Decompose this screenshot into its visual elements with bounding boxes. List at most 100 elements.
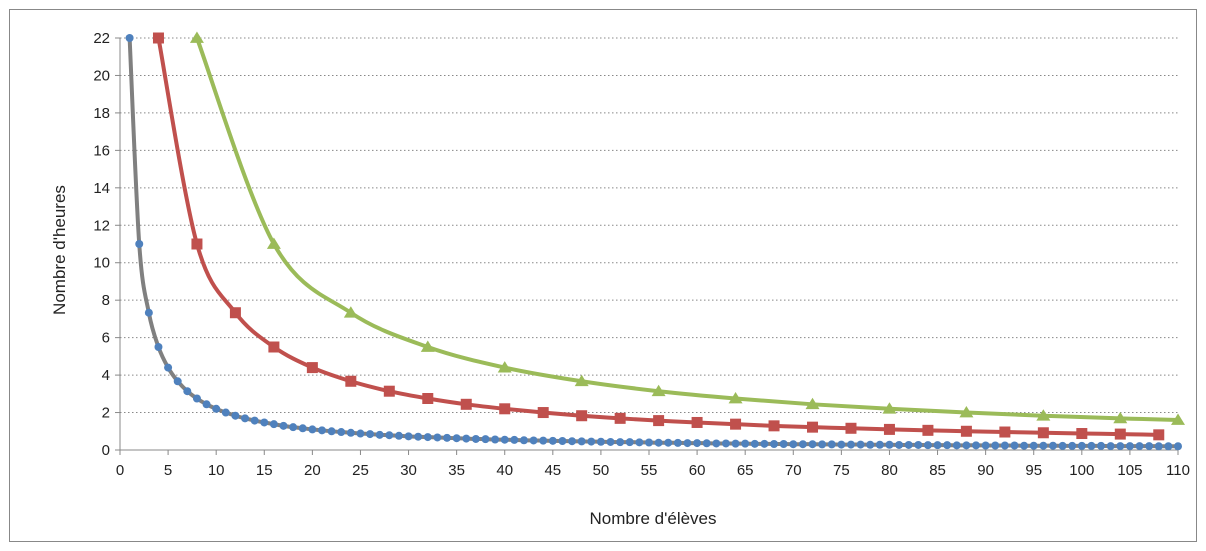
series-1-point-70 xyxy=(789,440,798,449)
series-1-point-58 xyxy=(673,438,682,447)
series-1-point-52 xyxy=(616,438,625,447)
series-1-point-34 xyxy=(443,433,452,442)
y-tick-label-2: 2 xyxy=(102,405,110,422)
y-tick-label-10: 10 xyxy=(93,255,110,272)
series-1-point-39 xyxy=(491,435,500,444)
series-1-point-57 xyxy=(664,438,673,447)
series-1-point-27 xyxy=(375,430,384,439)
series-1-point-64 xyxy=(731,439,740,448)
y-tick-label-18: 18 xyxy=(93,105,110,122)
series-1-point-11 xyxy=(221,408,230,417)
y-tick-label-6: 6 xyxy=(102,330,110,347)
series-1-point-23 xyxy=(337,428,346,437)
series-1-point-47 xyxy=(568,437,577,446)
series-1-point-15 xyxy=(260,418,269,427)
series-1-point-86 xyxy=(943,441,952,450)
x-tick-label-85: 85 xyxy=(929,462,946,479)
series-3-point-12 xyxy=(1036,409,1051,421)
x-tick-label-40: 40 xyxy=(496,462,513,479)
series-1-point-97 xyxy=(1048,441,1057,450)
series-1-point-68 xyxy=(770,440,779,449)
series-2-point-3 xyxy=(229,307,241,319)
x-tick-label-100: 100 xyxy=(1069,462,1094,479)
y-tick-label-16: 16 xyxy=(93,142,110,159)
series-1-point-72 xyxy=(808,440,817,449)
series-1-point-110 xyxy=(1174,442,1182,451)
series-1-point-45 xyxy=(548,436,557,445)
series-2-point-14 xyxy=(653,415,665,427)
series-1-point-78 xyxy=(866,440,875,449)
series-1-point-109 xyxy=(1164,442,1173,451)
series-1-point-92 xyxy=(1000,441,1009,450)
series-1-point-62 xyxy=(712,439,721,448)
series-1-point-36 xyxy=(462,434,471,443)
series-1-point-46 xyxy=(558,437,567,446)
series-1-point-32 xyxy=(423,433,432,442)
series-1-point-56 xyxy=(654,438,663,447)
series-1-point-61 xyxy=(702,439,711,448)
series-1-point-51 xyxy=(606,437,615,446)
series-2-line xyxy=(156,36,1161,437)
series-2-point-27 xyxy=(1153,429,1165,441)
series-1-point-13 xyxy=(241,414,250,423)
series-2-point-2 xyxy=(191,238,203,250)
series-1-point-87 xyxy=(952,441,961,450)
series-1-point-79 xyxy=(875,440,884,449)
series-3-point-9 xyxy=(805,397,820,410)
series-1-point-3 xyxy=(144,308,153,317)
series-1-point-10 xyxy=(212,404,221,413)
series-1-point-98 xyxy=(1058,441,1067,450)
series-1-point-93 xyxy=(1010,441,1019,450)
series-3-point-3 xyxy=(343,306,358,318)
series-1-point-35 xyxy=(452,434,461,443)
y-tick-label-12: 12 xyxy=(93,217,110,234)
series-1-point-54 xyxy=(635,438,644,447)
series-2-point-12 xyxy=(576,410,588,422)
series-2-point-13 xyxy=(614,412,626,424)
series-1-point-37 xyxy=(471,434,480,443)
series-1-point-84 xyxy=(923,441,932,450)
y-tick-label-8: 8 xyxy=(102,292,110,309)
y-tick-label-20: 20 xyxy=(93,67,110,84)
series-2-point-4 xyxy=(268,341,280,353)
series-1-point-28 xyxy=(385,431,394,440)
series-2-point-8 xyxy=(422,393,434,404)
x-tick-label-80: 80 xyxy=(881,462,898,479)
x-tick-label-5: 5 xyxy=(164,462,172,479)
chart-frame: 0 2 4 6 8 10 12 14 16 18 20 22 0 5 10 15 20 25 30 35 40 45 50 5… xyxy=(9,9,1197,542)
series-2-point-10 xyxy=(499,403,511,415)
series-1-point-91 xyxy=(991,441,1000,450)
series-1-point-53 xyxy=(625,438,634,447)
series-1-point-42 xyxy=(519,436,528,445)
series-1-point-94 xyxy=(1020,441,1029,450)
series-3-point-13 xyxy=(1113,411,1128,424)
series-1-point-85 xyxy=(933,441,942,450)
series-2-point-24 xyxy=(1037,427,1049,439)
x-tick-label-70: 70 xyxy=(785,462,802,479)
x-tick-label-105: 105 xyxy=(1117,462,1142,479)
x-tick-label-15: 15 xyxy=(256,462,273,479)
x-tick-label-50: 50 xyxy=(593,462,610,479)
series-3-point-8 xyxy=(728,392,743,404)
x-tick-label-55: 55 xyxy=(641,462,658,479)
x-tick-label-25: 25 xyxy=(352,462,369,479)
series-1-point-24 xyxy=(346,428,355,437)
series-1-point-88 xyxy=(962,441,971,450)
series-1-point-1 xyxy=(125,34,134,42)
series-2-point-17 xyxy=(768,420,780,432)
series-2-point-11 xyxy=(537,407,549,419)
series-1-point-100 xyxy=(1077,441,1086,450)
x-tick-label-0: 0 xyxy=(116,462,124,479)
series-1-point-40 xyxy=(500,435,509,444)
series-2-point-21 xyxy=(922,424,934,436)
series-1-point-63 xyxy=(721,439,730,448)
series-1-point-4 xyxy=(154,343,163,351)
series-2-point-23 xyxy=(999,426,1011,438)
y-tick-label-0: 0 xyxy=(102,442,110,459)
series-2-point-20 xyxy=(883,423,895,435)
series-1-point-21 xyxy=(317,426,326,435)
series-1-point-22 xyxy=(327,427,336,436)
series-1-point-107 xyxy=(1145,442,1154,451)
series-1-point-66 xyxy=(750,439,759,448)
series-1-point-55 xyxy=(645,438,653,447)
